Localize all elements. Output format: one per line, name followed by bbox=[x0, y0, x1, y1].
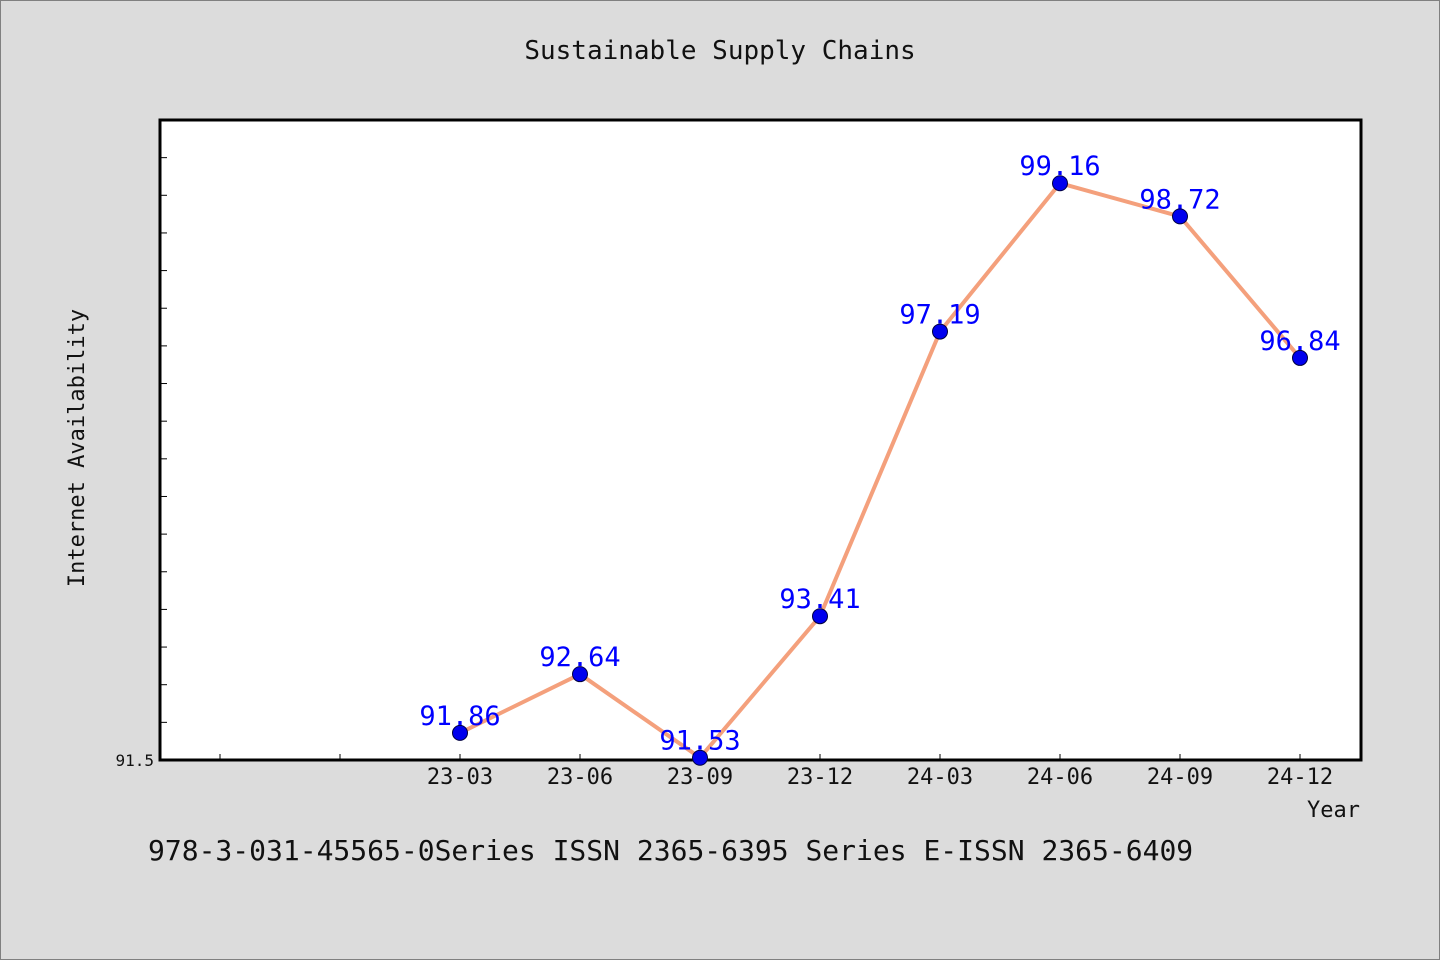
x-tick-label: 24-09 bbox=[1147, 765, 1213, 790]
y-axis-label: Internet Availability bbox=[65, 309, 90, 587]
data-point bbox=[1052, 175, 1068, 192]
series-line bbox=[459, 181, 1302, 760]
data-label: 99.16 bbox=[1019, 151, 1100, 182]
plot-area bbox=[158, 118, 1363, 762]
data-label: 92.64 bbox=[539, 642, 620, 673]
x-tick-label: 24-06 bbox=[1027, 765, 1093, 790]
x-tick-label: 23-06 bbox=[547, 765, 613, 790]
data-labels: 91.86 92.64 91.53 93.41 97.19 99.16 98.72 96.84 bbox=[419, 151, 1340, 756]
data-label: 91.86 bbox=[419, 701, 500, 732]
y-axis-ticks bbox=[160, 119, 167, 761]
data-point bbox=[692, 749, 708, 766]
data-markers bbox=[452, 175, 1308, 766]
x-tick-label: 24-03 bbox=[907, 765, 973, 790]
data-label: 96.84 bbox=[1259, 326, 1340, 357]
data-label: 97.19 bbox=[899, 300, 980, 331]
data-point bbox=[1172, 208, 1188, 225]
data-label: 93.41 bbox=[779, 584, 860, 615]
data-point bbox=[1292, 349, 1308, 366]
x-tick-label: 24-12 bbox=[1267, 765, 1333, 790]
x-tick-label: 23-09 bbox=[667, 765, 733, 790]
data-label: 98.72 bbox=[1139, 184, 1220, 215]
x-axis-ticks: 23-03 23-06 23-09 23-12 24-03 24-06 24-09 24-12 bbox=[219, 754, 1333, 790]
x-tick-label: 23-12 bbox=[787, 765, 853, 790]
y-tick-label: 91.5 bbox=[115, 751, 154, 770]
data-point bbox=[812, 608, 828, 625]
chart-title: Sustainable Supply Chains bbox=[524, 36, 916, 66]
data-point bbox=[932, 323, 948, 340]
x-axis-label: Year bbox=[1307, 798, 1360, 823]
data-point bbox=[452, 724, 468, 741]
data-point bbox=[572, 666, 588, 683]
footer-text: 978-3-031-45565-0Series ISSN 2365-6395 S… bbox=[148, 834, 1194, 867]
data-label: 91.53 bbox=[659, 726, 740, 757]
x-tick-label: 23-03 bbox=[427, 765, 493, 790]
